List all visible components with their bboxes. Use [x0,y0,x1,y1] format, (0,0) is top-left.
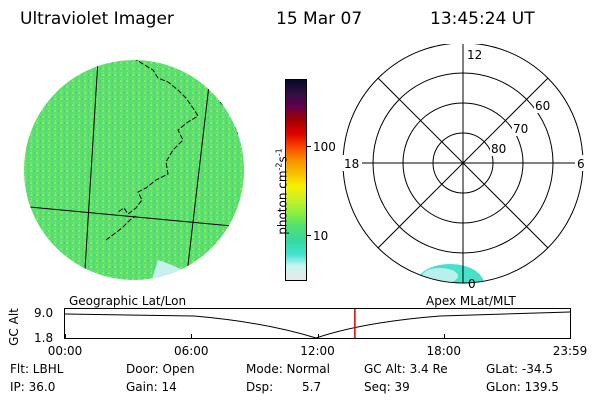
polar-plot: 12 18 6 0 60 70 80 [342,44,589,291]
instrument-title: Ultraviolet Imager [20,9,174,29]
gc-alt-info: GC Alt: 3.4 Re [364,362,448,376]
gain-info: Gain: 14 [126,380,177,394]
coastline [117,60,199,215]
altitude-x-tick-label: 18:00 [426,344,462,358]
dsp-info-label: Dsp: [246,380,274,394]
altitude-x-tick [191,334,193,339]
mlt-label-6: 6 [577,157,585,171]
seq-info: Seq: 39 [364,380,410,394]
geographic-uv-image [24,60,244,280]
altitude-x-tick [443,334,445,339]
mlat-label-60: 60 [535,99,550,113]
mlt-label-0: 0 [468,277,476,291]
altitude-x-tick-label: 00:00 [47,344,83,358]
glon-info: GLon: 139.5 [486,380,559,394]
parallel-line [24,205,244,229]
date-label: 15 Mar 07 [276,9,363,29]
glat-info: GLat: -34.5 [486,362,553,376]
meridian-line [185,67,212,280]
geographic-projection-label: Geographic Lat/Lon [69,294,187,308]
colorbar-unit-label: photon cm-2s-1 [274,148,290,235]
ip-info: IP: 36.0 [10,380,56,394]
colorbar [285,79,307,281]
polar-axis [377,77,549,249]
mlt-label-12: 12 [467,48,482,62]
apex-projection-label: Apex MLat/MLT [426,294,516,308]
mlt-label-18: 18 [344,157,359,171]
altitude-x-tick [65,334,66,339]
colorbar-tick [306,235,311,236]
mode-info: Mode: Normal [246,362,330,376]
altitude-x-tick-label: 06:00 [173,344,209,358]
auroral-oval-patch [422,268,458,283]
altitude-curve [64,311,571,339]
time-label: 13:45:24 UT [430,9,535,29]
colorbar-tick-label: 100 [313,140,336,154]
earth-disk [24,60,244,280]
colorbar-tick [306,146,311,147]
mlat-label-70: 70 [513,122,528,136]
altitude-y-bottom: 1.8 [34,331,54,345]
altitude-x-tick [570,334,571,339]
altitude-x-tick [317,334,319,339]
altitude-x-tick-label: 12:00 [300,344,335,358]
filter-info: Flt: LBHL [10,362,64,376]
altitude-y-top: 9.0 [34,306,54,320]
meridian-line [83,60,99,280]
colorbar-tick-label: 10 [313,229,329,243]
dsp-info-value: 5.7 [302,380,322,394]
altitude-x-tick-label: 23:59 [552,344,588,358]
mlat-label-80: 80 [491,142,506,156]
door-info: Door: Open [126,362,195,376]
altitude-axis-label: GC Alt [7,308,21,346]
